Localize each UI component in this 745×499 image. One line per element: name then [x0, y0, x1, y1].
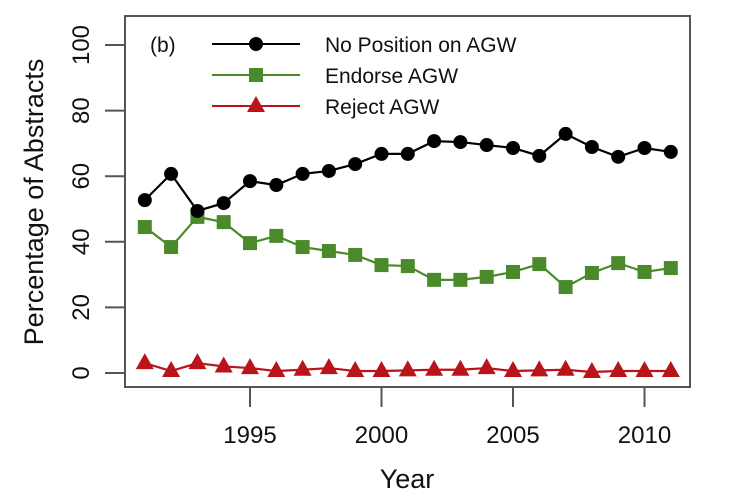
- data-point: [425, 359, 444, 376]
- data-point: [319, 358, 338, 375]
- data-point: [269, 228, 284, 243]
- y-axis-title: Percentage of Abstracts: [19, 59, 49, 346]
- legend-label: Reject AGW: [325, 96, 440, 119]
- data-point: [558, 126, 573, 141]
- data-point: [269, 178, 284, 193]
- data-point: [295, 166, 310, 181]
- data-point: [374, 146, 389, 161]
- data-point: [216, 196, 231, 211]
- y-tick-label: 100: [68, 25, 95, 65]
- data-point: [427, 134, 442, 149]
- data-point: [400, 146, 415, 161]
- series-reject-agw: [135, 353, 680, 379]
- data-point: [582, 362, 601, 379]
- data-point: [661, 361, 680, 378]
- legend-marker: [247, 96, 265, 112]
- data-point: [374, 258, 389, 273]
- data-point: [137, 220, 152, 235]
- data-point: [477, 358, 496, 375]
- data-point: [556, 359, 575, 376]
- data-point: [398, 360, 417, 377]
- data-point: [162, 361, 181, 378]
- data-point: [243, 174, 257, 189]
- data-point: [506, 140, 520, 155]
- legend-label: No Position on AGW: [325, 34, 517, 57]
- data-point: [216, 215, 231, 230]
- legend-item: Endorse AGW: [212, 65, 458, 88]
- y-tick-label: 60: [68, 163, 95, 190]
- data-point: [188, 353, 207, 370]
- data-point: [663, 261, 678, 276]
- data-point: [611, 149, 626, 164]
- series-layer: [135, 126, 680, 379]
- series-endorse-agw: [137, 209, 678, 295]
- data-point: [609, 361, 628, 378]
- data-point: [267, 361, 286, 378]
- data-point: [637, 264, 652, 279]
- data-point: [321, 243, 336, 258]
- data-point: [532, 148, 547, 163]
- data-point: [506, 264, 520, 279]
- series-no-position-on-agw: [137, 126, 678, 218]
- data-point: [584, 140, 599, 155]
- data-point: [164, 240, 179, 255]
- data-point: [164, 166, 179, 181]
- x-tick-label: 2000: [355, 422, 408, 449]
- data-point: [214, 356, 233, 373]
- data-point: [135, 353, 154, 370]
- panel-label: (b): [150, 34, 176, 57]
- data-point: [584, 265, 599, 280]
- y-axis: 0 20 40 60 80 100: [68, 25, 125, 380]
- y-tick-label: 20: [68, 294, 95, 321]
- data-point: [293, 359, 312, 376]
- legend-label: Endorse AGW: [325, 65, 458, 88]
- legend-item: No Position on AGW: [212, 34, 517, 57]
- data-point: [348, 157, 363, 172]
- legend-item: Reject AGW: [212, 96, 440, 119]
- legend-marker: [249, 37, 263, 51]
- data-point: [243, 236, 257, 251]
- x-axis-title: Year: [380, 464, 435, 494]
- plot-frame: [124, 15, 691, 388]
- data-point: [637, 140, 652, 155]
- data-point: [532, 257, 547, 272]
- y-tick-label: 40: [68, 228, 95, 255]
- data-point: [137, 193, 152, 208]
- data-point: [479, 269, 494, 284]
- legend: No Position on AGW Endorse AGW Reject AGW: [212, 34, 517, 119]
- data-point: [530, 360, 549, 377]
- data-point: [321, 163, 336, 178]
- data-point: [558, 280, 573, 295]
- data-point: [663, 144, 678, 159]
- data-point: [190, 203, 205, 218]
- data-point: [348, 247, 363, 262]
- y-tick-label: 80: [68, 97, 95, 124]
- data-point: [635, 361, 654, 378]
- data-point: [427, 272, 442, 287]
- legend-marker: [249, 68, 263, 82]
- x-tick-label: 2010: [618, 422, 671, 449]
- x-axis: 1995 2000 2005 2010: [223, 387, 671, 449]
- data-point: [479, 138, 494, 153]
- data-point: [295, 240, 310, 255]
- x-tick-label: 2005: [486, 422, 539, 449]
- data-point: [611, 256, 626, 271]
- data-point: [453, 135, 468, 150]
- data-point: [504, 361, 522, 378]
- data-point: [400, 259, 415, 274]
- data-point: [453, 272, 468, 287]
- data-point: [372, 361, 391, 378]
- y-tick-label: 0: [68, 366, 95, 379]
- x-tick-label: 1995: [223, 422, 276, 449]
- data-point: [451, 359, 470, 376]
- data-point: [346, 361, 365, 378]
- data-point: [241, 358, 259, 375]
